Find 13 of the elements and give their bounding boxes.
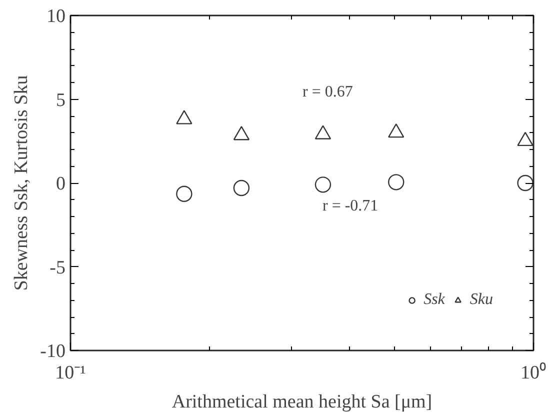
- legend-label: Ssk: [424, 291, 445, 309]
- y-tick-label: -5: [50, 257, 66, 278]
- legend-label: Sku: [470, 291, 493, 309]
- y-tick-label: 0: [56, 174, 66, 194]
- annotation: r = 0.67: [302, 84, 353, 100]
- y-tick-label: 10: [46, 6, 66, 27]
- x-tick-label: 10⁻¹: [55, 362, 86, 384]
- annotation: r = -0.71: [322, 198, 378, 214]
- y-tick-label: 5: [56, 90, 66, 111]
- y-axis-title: Skewness Ssk, Kurtosis Sku: [11, 74, 32, 291]
- y-tick-label: -10: [40, 341, 66, 362]
- x-axis-title: Arithmetical mean height Sa [μm]: [172, 392, 432, 412]
- x-tick-label: 10⁰: [520, 362, 546, 384]
